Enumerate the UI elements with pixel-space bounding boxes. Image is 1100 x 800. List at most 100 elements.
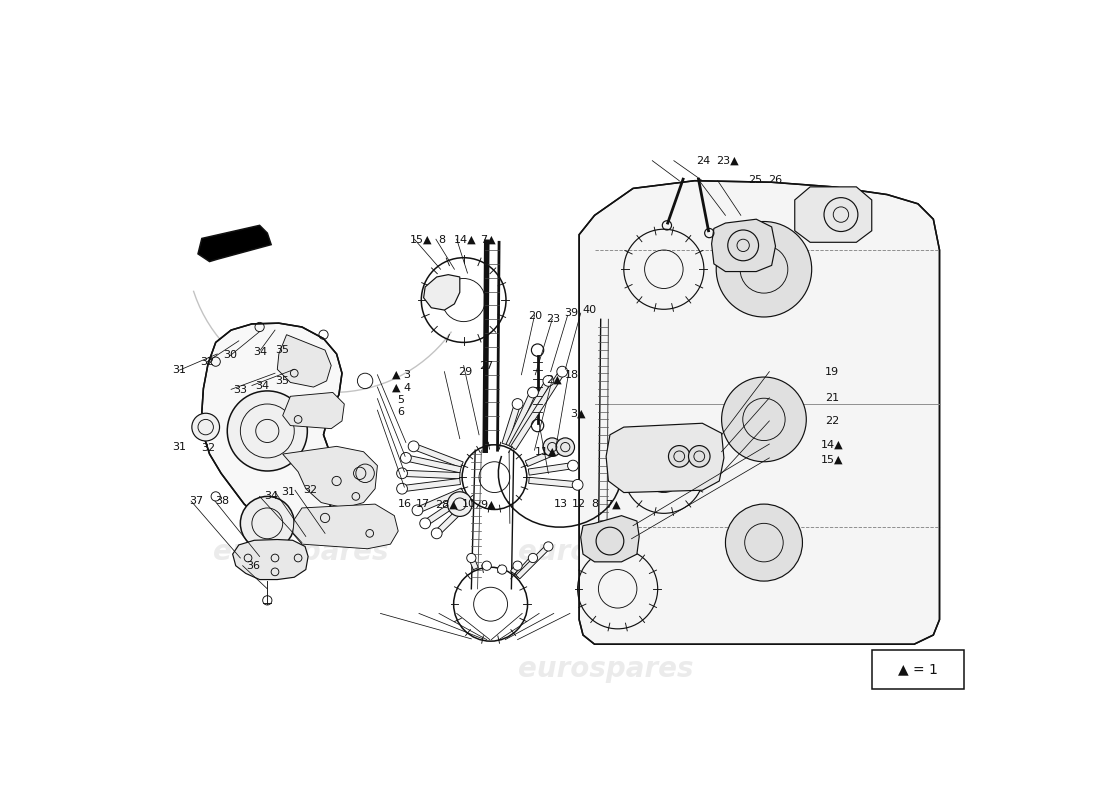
Polygon shape xyxy=(202,323,342,529)
Circle shape xyxy=(543,375,553,386)
Circle shape xyxy=(400,453,411,463)
Text: 20: 20 xyxy=(528,311,542,321)
Circle shape xyxy=(420,518,430,529)
Circle shape xyxy=(716,222,812,317)
Text: 38: 38 xyxy=(216,496,230,506)
Polygon shape xyxy=(529,478,578,488)
Text: 5: 5 xyxy=(397,394,405,405)
Text: 31: 31 xyxy=(173,442,186,452)
Polygon shape xyxy=(510,370,564,450)
Circle shape xyxy=(726,504,803,581)
Circle shape xyxy=(689,446,711,467)
Text: eurospares: eurospares xyxy=(518,655,694,683)
Text: 12: 12 xyxy=(572,499,586,510)
Circle shape xyxy=(228,391,307,471)
Text: 7▲: 7▲ xyxy=(481,234,496,245)
Polygon shape xyxy=(424,274,460,310)
Text: 9▲: 9▲ xyxy=(481,499,496,510)
Text: 33: 33 xyxy=(233,385,248,395)
Polygon shape xyxy=(416,488,464,513)
Polygon shape xyxy=(434,499,472,535)
Circle shape xyxy=(557,366,568,377)
Text: 35: 35 xyxy=(275,376,289,386)
Circle shape xyxy=(562,441,573,452)
Text: 17: 17 xyxy=(416,499,430,510)
Polygon shape xyxy=(508,379,551,449)
Text: 24: 24 xyxy=(696,156,711,166)
Text: 14▲: 14▲ xyxy=(821,440,844,450)
Bar xyxy=(871,650,964,689)
Circle shape xyxy=(513,398,522,410)
Circle shape xyxy=(528,554,538,562)
Circle shape xyxy=(572,479,583,490)
Text: 23▲: 23▲ xyxy=(716,156,738,166)
Text: 6: 6 xyxy=(397,407,405,417)
Text: 39: 39 xyxy=(564,309,579,318)
Circle shape xyxy=(543,542,553,551)
Text: 34: 34 xyxy=(255,381,270,390)
Text: ▲ 4: ▲ 4 xyxy=(392,382,410,392)
Text: eurospares: eurospares xyxy=(518,538,694,566)
Text: ▲ 3: ▲ 3 xyxy=(392,370,410,380)
Text: 21: 21 xyxy=(825,393,839,403)
Text: 7▲: 7▲ xyxy=(605,499,620,510)
Circle shape xyxy=(669,446,690,467)
Polygon shape xyxy=(712,219,776,271)
Circle shape xyxy=(497,565,507,574)
Polygon shape xyxy=(283,393,344,429)
Polygon shape xyxy=(794,187,871,242)
Text: 30: 30 xyxy=(223,350,236,360)
Text: 2▲: 2▲ xyxy=(546,374,561,384)
Circle shape xyxy=(466,554,476,562)
Text: 31: 31 xyxy=(282,487,296,497)
Polygon shape xyxy=(402,478,461,492)
Circle shape xyxy=(397,483,407,494)
Polygon shape xyxy=(580,181,939,644)
Text: 35: 35 xyxy=(275,346,288,355)
Text: 13: 13 xyxy=(553,499,568,510)
Text: 3▲: 3▲ xyxy=(571,409,586,419)
Polygon shape xyxy=(277,334,331,387)
Polygon shape xyxy=(198,226,271,262)
Polygon shape xyxy=(412,443,463,468)
Text: 27: 27 xyxy=(480,361,494,371)
Polygon shape xyxy=(469,557,478,570)
Polygon shape xyxy=(510,564,520,574)
Polygon shape xyxy=(525,443,569,466)
Text: 22: 22 xyxy=(825,416,839,426)
Text: 28▲: 28▲ xyxy=(436,499,459,510)
Text: 23: 23 xyxy=(546,314,560,324)
Polygon shape xyxy=(293,504,398,549)
Text: eurospares: eurospares xyxy=(213,538,389,566)
Polygon shape xyxy=(283,446,377,508)
Text: 15▲: 15▲ xyxy=(409,234,432,245)
Text: 34: 34 xyxy=(264,491,278,502)
Circle shape xyxy=(412,505,422,516)
Polygon shape xyxy=(515,556,535,578)
Polygon shape xyxy=(499,567,505,570)
Text: 18: 18 xyxy=(565,370,580,380)
Polygon shape xyxy=(233,539,308,579)
Text: 11▲: 11▲ xyxy=(535,446,558,457)
Circle shape xyxy=(241,496,295,550)
Text: 29: 29 xyxy=(459,367,473,377)
Circle shape xyxy=(448,492,472,517)
Polygon shape xyxy=(528,462,573,475)
Text: 15▲: 15▲ xyxy=(821,454,844,465)
Polygon shape xyxy=(516,545,550,579)
Text: 8: 8 xyxy=(592,499,598,510)
Circle shape xyxy=(568,460,579,471)
Polygon shape xyxy=(606,423,724,493)
Text: 36: 36 xyxy=(246,561,260,571)
Polygon shape xyxy=(402,470,460,478)
Text: 25: 25 xyxy=(748,175,762,186)
Text: 34: 34 xyxy=(253,346,267,357)
Circle shape xyxy=(556,438,574,456)
Text: 10: 10 xyxy=(462,499,476,510)
Text: 32: 32 xyxy=(200,357,214,367)
Text: 19: 19 xyxy=(825,367,839,377)
Circle shape xyxy=(482,561,492,570)
Text: 14▲: 14▲ xyxy=(454,234,476,245)
Text: 31: 31 xyxy=(173,365,186,375)
Circle shape xyxy=(431,528,442,538)
